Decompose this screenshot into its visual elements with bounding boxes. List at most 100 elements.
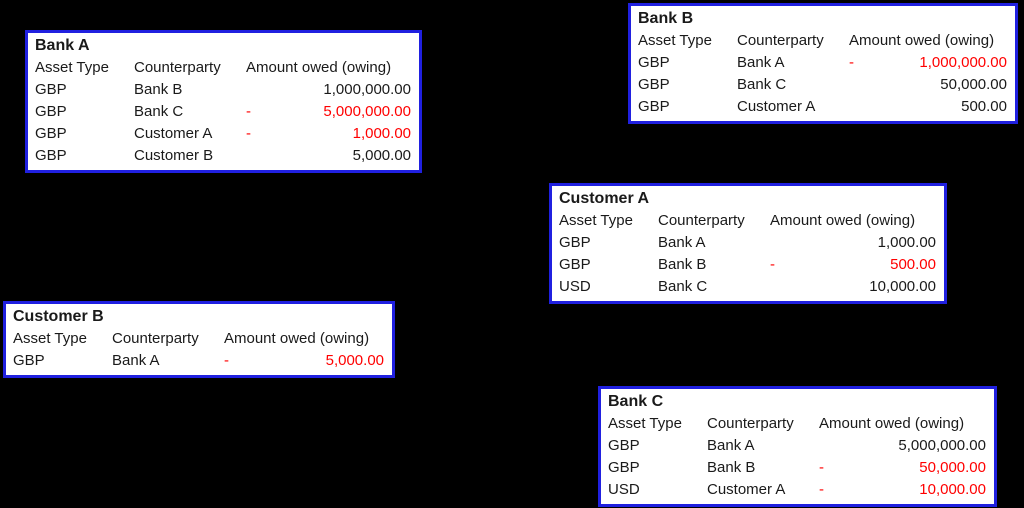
- column-header-counterparty: Counterparty: [707, 415, 794, 432]
- amount-cell: - 5,000,000.00: [246, 101, 411, 123]
- counterparty-cell: Bank C: [737, 76, 787, 93]
- asset-type-cell: GBP: [638, 76, 670, 93]
- asset-type-cell: GBP: [559, 234, 591, 251]
- column-header-asset-type: Asset Type: [638, 32, 712, 49]
- amount-cell: - 500.00: [770, 254, 936, 276]
- table-title: Customer B: [13, 308, 104, 325]
- table-header-row: Asset Type Counterparty Amount owed (owi…: [35, 57, 411, 79]
- table-bank-a: Bank A Asset Type Counterparty Amount ow…: [25, 30, 422, 173]
- counterparty-cell: Customer A: [134, 125, 213, 142]
- column-header-asset-type: Asset Type: [608, 415, 682, 432]
- table-row: GBP Bank A 1,000.00: [559, 232, 936, 254]
- counterparty-cell: Customer A: [737, 98, 816, 115]
- amount-value: 5,000,000.00: [898, 437, 986, 454]
- table-row: GBP Bank A - 1,000,000.00: [638, 52, 1007, 74]
- amount-cell: - 50,000.00: [819, 457, 986, 479]
- amount-value: 1,000,000.00: [323, 81, 411, 98]
- amount-value: 5,000.00: [352, 147, 411, 164]
- column-header-asset-type: Asset Type: [559, 212, 633, 229]
- amount-cell: - 1,000.00: [246, 123, 411, 145]
- table-row: GBP Bank A 5,000,000.00: [608, 435, 986, 457]
- amount-value: 5,000,000.00: [323, 103, 411, 120]
- column-header-amount-owed: Amount owed (owing): [849, 32, 995, 49]
- amount-value: 1,000,000.00: [919, 54, 1007, 71]
- asset-type-cell: USD: [608, 481, 640, 498]
- amount-cell: 5,000,000.00: [819, 435, 986, 457]
- table-rows: GBP Bank B 1,000,000.00 GBP Bank C - 5,000,000…: [35, 79, 411, 167]
- amount-value: 500.00: [961, 98, 1007, 115]
- counterparty-cell: Bank A: [112, 352, 160, 369]
- asset-type-cell: GBP: [638, 54, 670, 71]
- table-header-row: Asset Type Counterparty Amount owed (owi…: [638, 30, 1007, 52]
- counterparty-cell: Bank A: [737, 54, 785, 71]
- asset-type-cell: GBP: [608, 459, 640, 476]
- table-row: GBP Bank B 1,000,000.00: [35, 79, 411, 101]
- column-header-amount-owed: Amount owed (owing): [770, 212, 916, 229]
- column-header-amount-owed: Amount owed (owing): [819, 415, 965, 432]
- table-row: GBP Bank A - 5,000.00: [13, 350, 384, 372]
- amount-cell: 500.00: [849, 96, 1007, 118]
- amount-value: 50,000.00: [940, 76, 1007, 93]
- amount-cell: 1,000,000.00: [246, 79, 411, 101]
- asset-type-cell: GBP: [13, 352, 45, 369]
- counterparty-cell: Bank A: [658, 234, 706, 251]
- negative-sign: -: [246, 125, 251, 142]
- asset-type-cell: USD: [559, 278, 591, 295]
- table-customer-a: Customer A Asset Type Counterparty Amoun…: [549, 183, 947, 304]
- table-header-row: Asset Type Counterparty Amount owed (owi…: [13, 328, 384, 350]
- table-header-row: Asset Type Counterparty Amount owed (owi…: [608, 413, 986, 435]
- column-header-counterparty: Counterparty: [658, 212, 745, 229]
- asset-type-cell: GBP: [35, 147, 67, 164]
- table-row: GBP Bank C 50,000.00: [638, 74, 1007, 96]
- table-rows: GBP Bank A - 1,000,000.00 GBP Bank C 50,000.00…: [638, 52, 1007, 118]
- amount-cell: 5,000.00: [246, 145, 411, 167]
- amount-value: 500.00: [890, 256, 936, 273]
- table-row: GBP Bank B - 500.00: [559, 254, 936, 276]
- negative-sign: -: [246, 103, 251, 120]
- table-rows: GBP Bank A 1,000.00 GBP Bank B - 500.00 USD Bank…: [559, 232, 936, 298]
- amount-value: 10,000.00: [919, 481, 986, 498]
- counterparty-cell: Bank C: [134, 103, 184, 120]
- table-row: GBP Customer A - 1,000.00: [35, 123, 411, 145]
- column-header-asset-type: Asset Type: [13, 330, 87, 347]
- asset-type-cell: GBP: [638, 98, 670, 115]
- counterparty-cell: Bank C: [658, 278, 708, 295]
- negative-sign: -: [770, 256, 775, 273]
- asset-type-cell: GBP: [608, 437, 640, 454]
- table-row: GBP Customer A 500.00: [638, 96, 1007, 118]
- amount-cell: 10,000.00: [770, 276, 936, 298]
- amount-cell: 1,000.00: [770, 232, 936, 254]
- negative-sign: -: [224, 352, 229, 369]
- column-header-counterparty: Counterparty: [134, 59, 221, 76]
- table-customer-b: Customer B Asset Type Counterparty Amoun…: [3, 301, 395, 378]
- asset-type-cell: GBP: [35, 125, 67, 142]
- amount-cell: - 10,000.00: [819, 479, 986, 501]
- asset-type-cell: GBP: [559, 256, 591, 273]
- table-rows: GBP Bank A - 5,000.00: [13, 350, 384, 372]
- column-header-counterparty: Counterparty: [737, 32, 824, 49]
- counterparty-cell: Bank B: [658, 256, 707, 273]
- table-row: USD Bank C 10,000.00: [559, 276, 936, 298]
- negative-sign: -: [819, 459, 824, 476]
- table-rows: GBP Bank A 5,000,000.00 GBP Bank B - 50,000.00…: [608, 435, 986, 501]
- column-header-counterparty: Counterparty: [112, 330, 199, 347]
- negative-sign: -: [849, 54, 854, 71]
- counterparty-cell: Bank A: [707, 437, 755, 454]
- amount-value: 1,000.00: [352, 125, 411, 142]
- counterparty-cell: Bank B: [707, 459, 756, 476]
- table-title: Bank C: [608, 393, 664, 410]
- table-title: Bank B: [638, 10, 694, 27]
- amount-value: 10,000.00: [869, 278, 936, 295]
- counterparty-cell: Customer B: [134, 147, 214, 164]
- counterparty-cell: Bank B: [134, 81, 183, 98]
- amount-value: 5,000.00: [325, 352, 384, 369]
- amount-cell: - 1,000,000.00: [849, 52, 1007, 74]
- amount-value: 1,000.00: [877, 234, 936, 251]
- amount-cell: - 5,000.00: [224, 350, 384, 372]
- table-header-row: Asset Type Counterparty Amount owed (owi…: [559, 210, 936, 232]
- column-header-asset-type: Asset Type: [35, 59, 109, 76]
- table-row: GBP Bank C - 5,000,000.00: [35, 101, 411, 123]
- counterparty-cell: Customer A: [707, 481, 786, 498]
- table-bank-b: Bank B Asset Type Counterparty Amount ow…: [628, 3, 1018, 124]
